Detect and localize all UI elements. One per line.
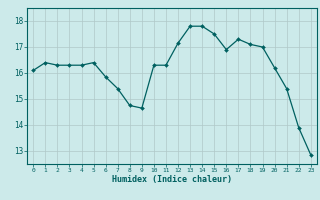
X-axis label: Humidex (Indice chaleur): Humidex (Indice chaleur) — [112, 175, 232, 184]
